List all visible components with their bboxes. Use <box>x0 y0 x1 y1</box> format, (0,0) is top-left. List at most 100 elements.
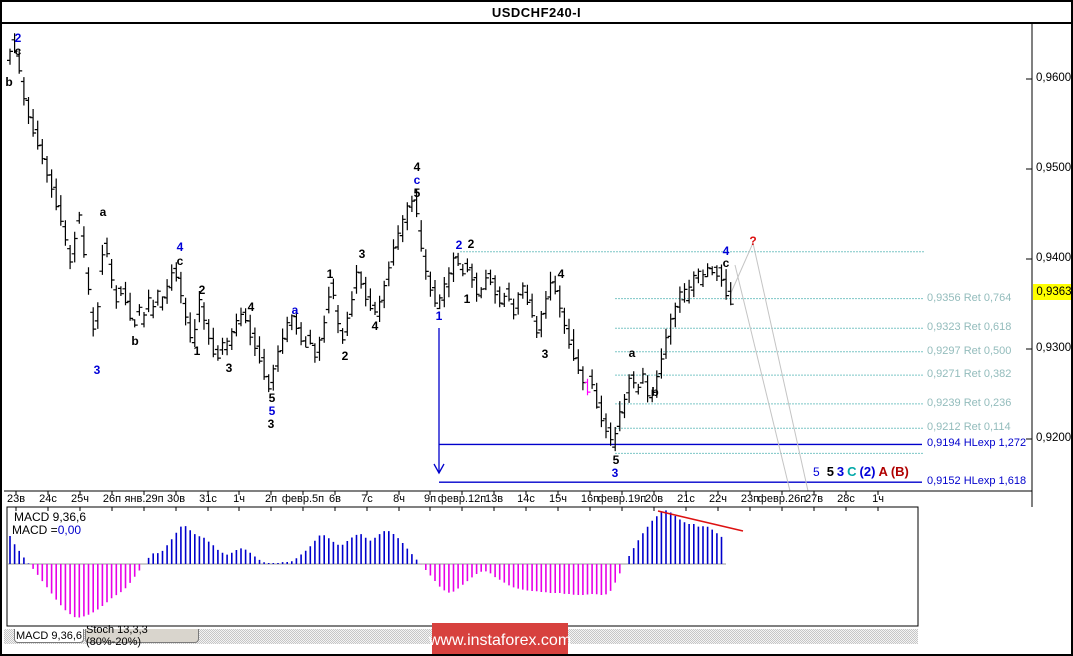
elliott-wave-label: 4 <box>371 319 379 333</box>
fib-level-label: 0,9271 Ret 0,382 <box>927 368 1012 381</box>
elliott-wave-label: 5 <box>268 391 276 405</box>
x-axis-label: февр.19п <box>597 493 647 505</box>
elliott-wave-label: 1 <box>435 309 443 323</box>
y-axis-label: 0,9500 <box>1036 162 1072 174</box>
x-axis-label: 31с <box>199 493 217 505</box>
elliott-wave-label: 2 <box>467 237 475 251</box>
wave-count-part: 3 <box>836 464 845 479</box>
elliott-wave-label: 2 <box>455 238 463 252</box>
elliott-wave-label: 2 <box>341 349 349 363</box>
x-axis-label: янв.29п <box>124 493 164 505</box>
x-axis-label: 13в <box>484 493 504 505</box>
x-axis-label: 23в <box>6 493 26 505</box>
macd-value-prefix: MACD = <box>12 523 58 537</box>
fib-level-label: 0,9356 Ret 0,764 <box>927 291 1012 304</box>
wave-count-part: (B) <box>890 464 909 479</box>
macd-divergence-trendline <box>657 510 744 532</box>
price-bar-highlighted <box>584 378 591 396</box>
elliott-wave-label: 2 <box>14 31 22 45</box>
elliott-wave-label: a <box>291 303 299 317</box>
elliott-wave-label: c <box>14 44 22 58</box>
elliott-wave-label: 4 <box>247 300 255 314</box>
fib-level-label: 0,9297 Ret 0,500 <box>927 344 1012 357</box>
wave-count-annotation: 5 5 3 C (2) A (B) <box>813 464 912 479</box>
y-axis-label: 0,9200 <box>1036 432 1072 444</box>
elliott-wave-label: a <box>99 205 107 219</box>
x-axis-label: 7с <box>361 493 373 505</box>
elliott-wave-label: 4 <box>176 240 184 254</box>
y-axis-label: 0,9400 <box>1036 252 1072 264</box>
elliott-wave-label: 4 <box>722 244 730 258</box>
elliott-wave-label: b <box>131 334 139 348</box>
projection-line <box>729 242 754 296</box>
tab-macd-label: MACD 9,36,6 <box>15 629 83 642</box>
elliott-wave-label: c <box>176 254 184 268</box>
x-axis-label: 6в <box>329 493 341 505</box>
elliott-wave-label: 5 <box>413 186 421 200</box>
x-axis-label: 27в <box>804 493 824 505</box>
current-price-badge: 0,9363 <box>1033 284 1071 300</box>
elliott-wave-label: 1 <box>326 267 334 281</box>
elliott-wave-label: c <box>413 173 421 187</box>
elliott-wave-label: c <box>722 256 730 270</box>
fib-level-label: 0,9239 Ret 0,236 <box>927 396 1012 409</box>
hlexp-level-label: 0,9194 HLexp 1,272 <box>927 437 1027 450</box>
x-axis-label: 24с <box>39 493 57 505</box>
x-axis-label: 23п <box>740 493 760 505</box>
tab-stoch-label: Stoch 13,3,3 (80%-20%) <box>86 623 148 648</box>
elliott-wave-label: 3 <box>541 347 549 361</box>
x-axis-label: 8ч <box>393 493 405 505</box>
fib-level-label: 0,9212 Ret 0,114 <box>927 421 1011 434</box>
x-axis-label: 15ч <box>549 493 567 505</box>
x-axis-label: февр.12п <box>437 493 487 505</box>
elliott-wave-label: 4 <box>557 267 565 281</box>
x-axis-label: февр.5п <box>281 493 325 505</box>
x-axis-label: февр.26п <box>757 493 807 505</box>
x-axis-label: 14с <box>517 493 535 505</box>
x-axis-label: 21с <box>677 493 695 505</box>
x-axis-label: 2п <box>264 493 278 505</box>
y-axis-label: 0,9600 <box>1036 72 1072 84</box>
hlexp-level-label: 0,9152 HLexp 1,618 <box>927 475 1027 488</box>
macd-indicator-label: MACD 9,36,6 <box>14 510 87 524</box>
x-axis-label: 1ч <box>233 493 245 505</box>
tab-macd[interactable]: MACD 9,36,6 <box>14 629 84 643</box>
elliott-wave-label: 1 <box>463 292 471 306</box>
question-mark-label: ? <box>749 234 757 248</box>
x-axis-label: 16п <box>580 493 600 505</box>
y-axis-label: 0,9300 <box>1036 342 1072 354</box>
x-axis-label: 26п <box>102 493 122 505</box>
macd-histogram-positive <box>9 510 723 564</box>
wave-count-part: A <box>878 464 888 479</box>
elliott-wave-label: 3 <box>358 247 366 261</box>
x-axis-label: 1ч <box>872 493 884 505</box>
elliott-wave-label: 3 <box>225 361 233 375</box>
price-bars <box>7 33 734 452</box>
x-axis-label: 22ч <box>709 493 727 505</box>
elliott-wave-label: 3 <box>93 363 101 377</box>
elliott-wave-label: b <box>5 75 13 89</box>
macd-value: 0,00 <box>57 523 82 537</box>
elliott-wave-label: 2 <box>198 283 206 297</box>
x-axis-label: 25ч <box>71 493 89 505</box>
wave-count-part: 5 <box>826 464 834 479</box>
watermark-text: www.instaforex.com <box>428 631 572 649</box>
macd-histogram-negative <box>32 564 621 618</box>
fib-level-label: 0,9323 Ret 0,618 <box>927 321 1012 334</box>
chart-title: USDCHF240-I <box>491 4 582 20</box>
tab-stoch[interactable]: Stoch 13,3,3 (80%-20%) <box>85 624 199 648</box>
x-axis-label: 9п <box>423 493 437 505</box>
x-axis-label: 20в <box>644 493 664 505</box>
elliott-wave-label: 5 <box>268 404 276 418</box>
elliott-wave-label: 3 <box>611 466 619 480</box>
projection-line <box>734 264 791 492</box>
elliott-wave-label: 3 <box>267 417 275 431</box>
wave-count-part: (2) <box>859 464 876 479</box>
elliott-wave-label: 5 <box>612 453 620 467</box>
wave-count-part: C <box>847 464 857 479</box>
x-axis-label: 30в <box>166 493 186 505</box>
wave-count-part: 5 <box>813 465 820 479</box>
elliott-wave-label: b <box>651 385 659 399</box>
